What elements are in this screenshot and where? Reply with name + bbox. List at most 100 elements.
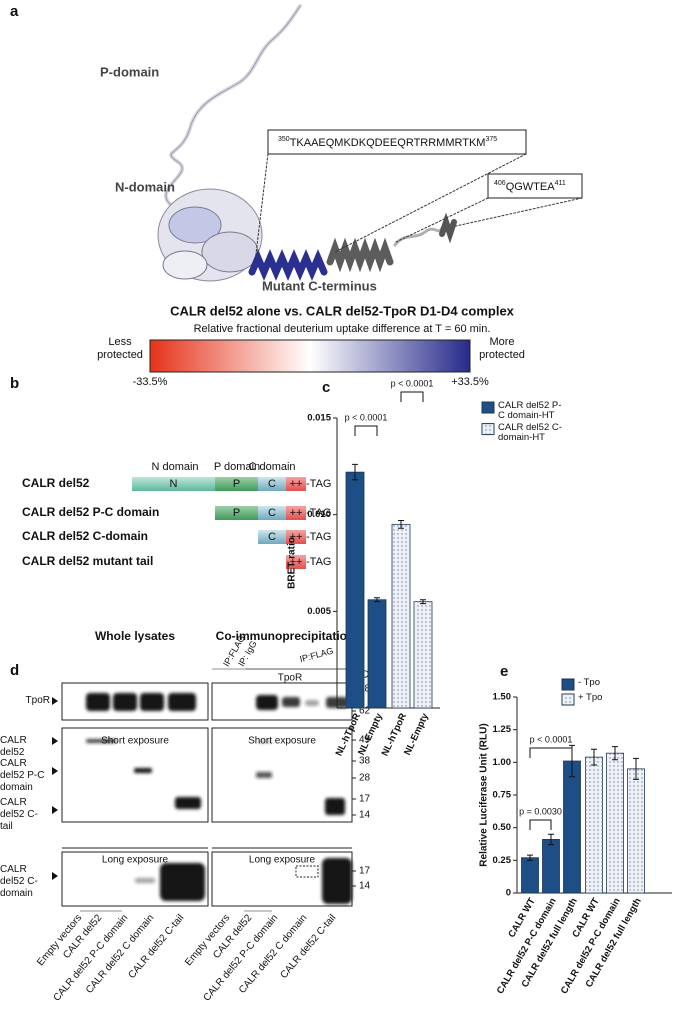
legend-hatch [562, 694, 574, 705]
residue: 411 [555, 180, 566, 187]
y-tick-label: 0.010 [307, 509, 331, 520]
y-tick-label: 0.75 [493, 790, 512, 801]
construct-name: CALR del52 [22, 476, 90, 490]
y-tick-label: 1.00 [493, 757, 512, 768]
domain-label: P-domain [100, 64, 159, 79]
row-label: CALR del52 C-tail [0, 797, 38, 832]
row-label: CALR del52 P-C domain [0, 758, 45, 793]
significance-bracket [400, 391, 424, 402]
colorbar-subtitle: Relative fractional deuterium uptake dif… [194, 323, 491, 335]
mw-marker: 62 [359, 706, 371, 717]
domain-segment [215, 477, 258, 491]
stop-codon: -TAG [306, 478, 331, 490]
mw-marker: 38 [359, 756, 371, 767]
colorbar-max: +33.5% [451, 376, 489, 388]
y-axis-label: Relative Luciferase Unit (RLU) [479, 723, 490, 866]
y-tick-label: 0.015 [307, 413, 331, 424]
header: Whole lysates [95, 629, 175, 643]
ip-label: IP:FLAG [299, 646, 335, 665]
error-bar [420, 599, 426, 605]
domain-label: N-domain [115, 179, 175, 194]
legend-swatch [561, 678, 575, 691]
domain-header: N domain [151, 461, 198, 473]
exposure-label: Long exposure [249, 855, 316, 866]
mw-marker: 14 [359, 881, 371, 892]
lane-label: CALR del52 C-tail [126, 913, 186, 981]
domain-segment [286, 555, 306, 569]
y-tick-label: 1.25 [493, 724, 512, 735]
panel-label: a [10, 3, 19, 20]
p-value: p = 0.0030 [519, 806, 562, 816]
p-value: p < 0.0001 [345, 412, 388, 422]
bar [345, 471, 365, 709]
error-bar [612, 746, 618, 761]
bar [563, 760, 581, 894]
y-tick-label: 0.50 [493, 822, 512, 833]
construct-name: CALR del52 C-domain [22, 529, 148, 543]
stop-codon: -TAG [306, 507, 331, 519]
header: Co-immunoprecipitation [216, 629, 355, 643]
colorbar-label: Less protected [97, 336, 143, 361]
domain-segment [258, 530, 286, 544]
segment-label: P [233, 507, 240, 519]
segment-label: ++ [290, 556, 303, 568]
blot-frames [61, 668, 353, 912]
ip-target: TpoR [278, 673, 302, 684]
mw-marker: 14 [359, 810, 371, 821]
stop-codon: -TAG [306, 531, 331, 543]
segment-label: C [268, 478, 276, 490]
segment-label: P [233, 478, 240, 490]
kda-label: kDa [357, 670, 375, 681]
construct-name: CALR del52 P-C domain [22, 505, 159, 519]
blot-bands [86, 693, 352, 904]
domain-segment [286, 506, 306, 520]
segment-label: N [170, 478, 178, 490]
y-tick-label: 0.25 [493, 855, 512, 866]
error-bar [527, 854, 533, 861]
legend-label: - Tpo [578, 677, 601, 688]
mw-marker: 28 [359, 773, 371, 784]
construct-name: CALR del52 mutant tail [22, 554, 153, 568]
segment-label: ++ [290, 507, 303, 519]
residue: 375 [485, 136, 497, 143]
segment-label: C [268, 531, 276, 543]
mw-marker: 17 [359, 794, 371, 805]
peptide: 406QGWTEA411 [494, 180, 566, 193]
panel-label: e [500, 663, 508, 680]
exposure-label: Long exposure [102, 855, 169, 866]
panel-label: c [322, 379, 330, 396]
segment-label: ++ [290, 478, 303, 490]
error-bar [633, 757, 639, 780]
lane-label: CALR del52 C-tail [278, 913, 338, 981]
row-label: CALR del52 [0, 735, 27, 758]
exposure-label: Short exposure [101, 736, 169, 747]
error-bar [398, 519, 404, 529]
panel-label: d [10, 662, 19, 679]
panel-label: b [10, 375, 19, 392]
significance-bracket [529, 747, 573, 758]
sequence: TKAAEQMKDKQDEEQRTRRMMRTKM [290, 137, 486, 149]
error-bar [548, 833, 554, 846]
legend-hatch [482, 423, 494, 435]
error-bar [352, 463, 358, 481]
y-axis-label: BRET ratio [287, 537, 298, 589]
segment-label: C [268, 507, 276, 519]
bar-hatch [606, 753, 624, 893]
arrowheads [52, 697, 58, 880]
residue: 350 [278, 136, 290, 143]
domain-header: P domain [214, 461, 260, 473]
p-value: p < 0.0001 [530, 734, 573, 744]
highlight-box [295, 865, 319, 878]
bar-hatch [585, 757, 603, 893]
p-value: p < 0.0001 [391, 378, 434, 388]
colorbar-min: -33.5% [133, 376, 168, 388]
error-bar [591, 748, 597, 766]
legend-swatch [481, 401, 495, 414]
error-bar [374, 597, 380, 603]
protein-structure [149, 4, 583, 373]
significance-bracket [529, 819, 552, 830]
sequence: QGWTEA [506, 181, 556, 193]
mw-marker: 17 [359, 866, 371, 877]
